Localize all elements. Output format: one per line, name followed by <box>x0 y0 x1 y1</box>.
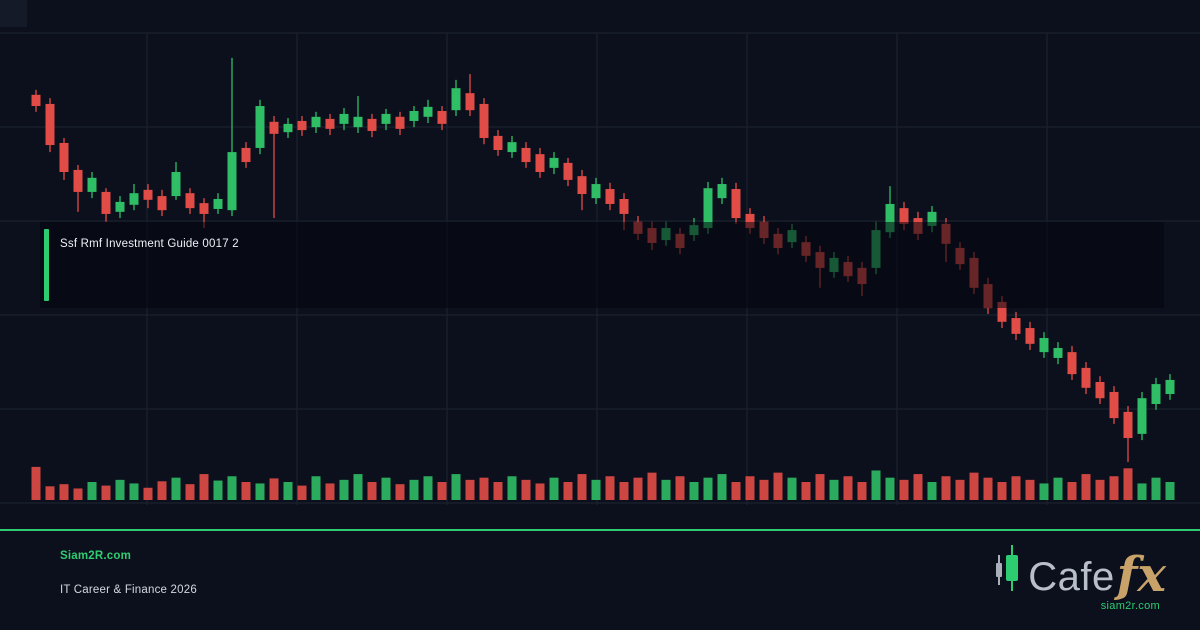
headline-text: Ssf Rmf Investment Guide 0017 2 <box>60 238 239 250</box>
headline-overlay: Ssf Rmf Investment Guide 0017 2 <box>40 222 1164 308</box>
logo-text-fx: fx <box>1116 546 1166 603</box>
logo-text-cafe: Cafe <box>1028 555 1115 599</box>
separator-line <box>0 529 1200 531</box>
logo-site-text: siam2r.com <box>1100 600 1160 612</box>
headline-accent-bar <box>44 229 49 301</box>
footer-site-text: Siam2R.com <box>60 550 132 562</box>
candlestick-logo-icon <box>996 545 1019 591</box>
footer-tagline: IT Career & Finance 2026 <box>60 584 197 596</box>
corner-accent-square <box>0 0 27 27</box>
brand-logo: Cafe fx <box>992 543 1166 603</box>
